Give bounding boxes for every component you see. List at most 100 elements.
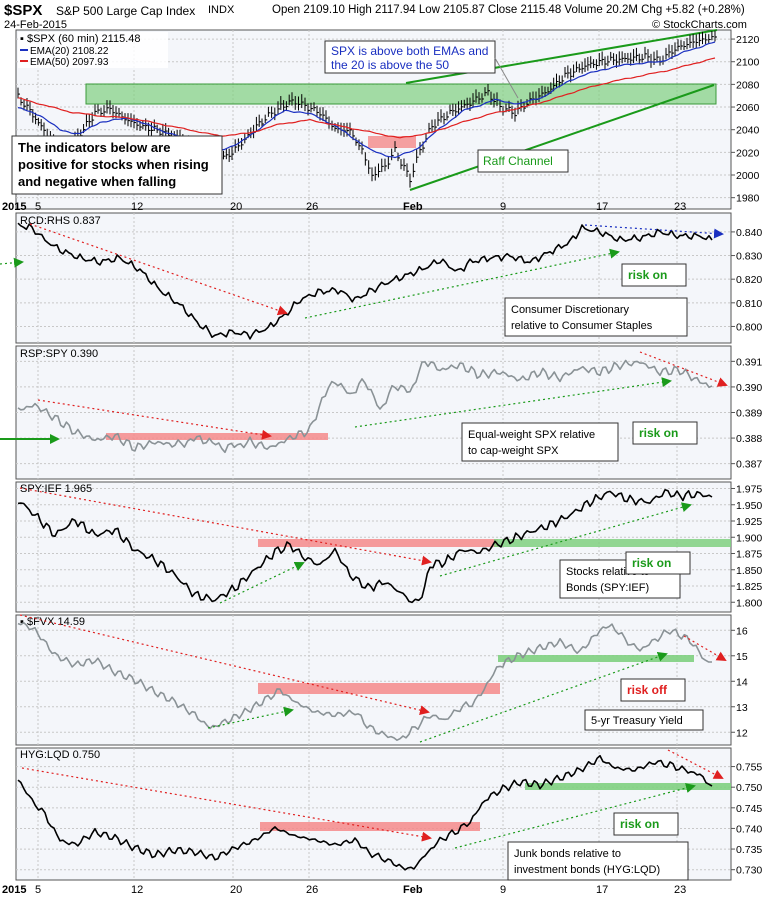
legend-bg (18, 32, 168, 68)
y-tick-label: 1.850 (736, 565, 762, 577)
risk-label-box (632, 421, 698, 445)
panel-description (504, 297, 688, 337)
x-tick-label: 9 (500, 201, 506, 213)
y-tick-label: 1.875 (736, 549, 762, 561)
y-tick-label: 1.800 (736, 597, 762, 609)
x-tick-label: 17 (596, 201, 608, 213)
panel-description-text: Junk bonds relative to (514, 848, 621, 860)
spy-ief-line (17, 488, 713, 604)
risk-label-box (613, 812, 679, 836)
x-tick-label: 20 (230, 884, 242, 896)
risk-label: risk on (639, 426, 678, 440)
y-tick-label: 0.740 (736, 823, 762, 835)
resistance-zone (258, 539, 498, 547)
y-tick-label: 0.391 (736, 356, 762, 368)
x-tick-label: 23 (674, 201, 686, 213)
legend-entry: EMA(20) 2108.22 (30, 46, 109, 57)
x-tick-label: 5 (35, 201, 41, 213)
callout-pointer (494, 57, 519, 99)
y-tick-label: 2040 (736, 125, 760, 137)
trend-arrow-down (37, 399, 272, 440)
y-tick-label: 0.390 (736, 382, 762, 394)
x-tick-label: 26 (306, 884, 318, 896)
credit: © StockCharts.com (652, 19, 747, 31)
y-tick-label: 2080 (736, 79, 760, 91)
x-tick-label: 23 (674, 884, 686, 896)
y-tick-label: 0.389 (736, 408, 762, 420)
y-tick-label: 0.730 (736, 865, 762, 877)
legend-entry: EMA(50) 2097.93 (30, 57, 109, 68)
callout-emas-text: the 20 is above the 50 (331, 58, 449, 72)
risk-label: risk on (632, 556, 671, 570)
x-tick-label: 2015 (2, 201, 26, 213)
quote-bar: Open 2109.10 High 2117.94 Low 2105.87 Cl… (272, 4, 745, 16)
support-zone (494, 539, 731, 547)
x-tick-label: 5 (35, 884, 41, 896)
y-tick-label: 2100 (736, 57, 760, 69)
rsp-spy-line (17, 359, 713, 454)
y-tick-label: 0.840 (736, 227, 762, 239)
trend-arrow-up (354, 377, 672, 428)
trend-arrow-up (419, 651, 668, 743)
trend-arrow-up (454, 783, 696, 849)
fvx-line (17, 621, 713, 742)
y-tick-label: 1.825 (736, 581, 762, 593)
chart-exchange: INDX (208, 4, 235, 16)
y-tick-label: 0.830 (736, 251, 762, 263)
risk-label: risk off (627, 683, 668, 697)
x-tick-label: 12 (131, 884, 143, 896)
x-tick-label: Feb (403, 201, 423, 213)
x-tick-label: 26 (306, 201, 318, 213)
x-tick-label: Feb (403, 884, 423, 896)
resistance-zone (258, 683, 500, 694)
risk-label-box (625, 551, 691, 575)
y-tick-label: 2060 (736, 102, 760, 114)
series-label: RCD:RHS 0.837 (20, 215, 101, 227)
chart-symbol: $SPX (4, 2, 43, 19)
panel-description (461, 422, 619, 462)
series-label: ▪ $SPX (60 min) 2115.48 (20, 33, 140, 45)
resistance-zone (106, 433, 328, 440)
rcd-rhs-line (17, 222, 713, 340)
callout-indicators-text: The indicators below are (18, 140, 170, 155)
panel-description-text: Bonds (SPY:IEF) (566, 582, 649, 594)
series-label: SPY:IEF 1.965 (20, 483, 92, 495)
hyg-lqd-line (17, 754, 713, 871)
trend-arrow-up (219, 561, 305, 604)
y-tick-label: 1.950 (736, 500, 762, 512)
trend-arrow-up (439, 502, 692, 577)
y-tick-label: 1.925 (736, 516, 762, 528)
y-tick-label: 1980 (736, 193, 760, 205)
y-tick-label: 0.388 (736, 433, 762, 445)
trend-arrow-down (667, 749, 724, 779)
y-tick-label: 12 (736, 727, 748, 739)
panel-description-text: relative to Consumer Staples (511, 320, 653, 332)
edge-arrow (0, 257, 24, 268)
y-tick-label: 0.755 (736, 762, 762, 774)
risk-label: risk on (628, 268, 667, 282)
y-tick-label: 2120 (736, 34, 760, 46)
trend-arrow-down (21, 767, 432, 842)
x-tick-label: 12 (131, 201, 143, 213)
y-tick-label: 2020 (736, 147, 760, 159)
y-tick-label: 0.745 (736, 803, 762, 815)
risk-label: risk on (620, 817, 659, 831)
panel-description-text: Consumer Discretionary (511, 304, 629, 316)
panel-description-text: Equal-weight SPX relative (468, 429, 595, 441)
y-tick-label: 14 (736, 676, 748, 688)
y-tick-label: 1.975 (736, 484, 762, 496)
y-tick-label: 1.900 (736, 532, 762, 544)
raff-label-box (477, 149, 569, 173)
trend-arrow-up (207, 706, 294, 729)
support-zone (525, 783, 731, 790)
chart-name: S&P 500 Large Cap Index (56, 4, 196, 18)
risk-label-box (621, 263, 687, 287)
support-zone (368, 136, 416, 148)
support-zone (498, 655, 694, 662)
y-tick-label: 0.735 (736, 844, 762, 856)
resistance-zone (85, 83, 717, 105)
raff-label: Raff Channel (483, 154, 553, 168)
raff-channel-lower (409, 84, 715, 191)
x-tick-label: 2015 (2, 884, 26, 896)
callout-indicators-text: positive for stocks when rising (18, 157, 209, 172)
